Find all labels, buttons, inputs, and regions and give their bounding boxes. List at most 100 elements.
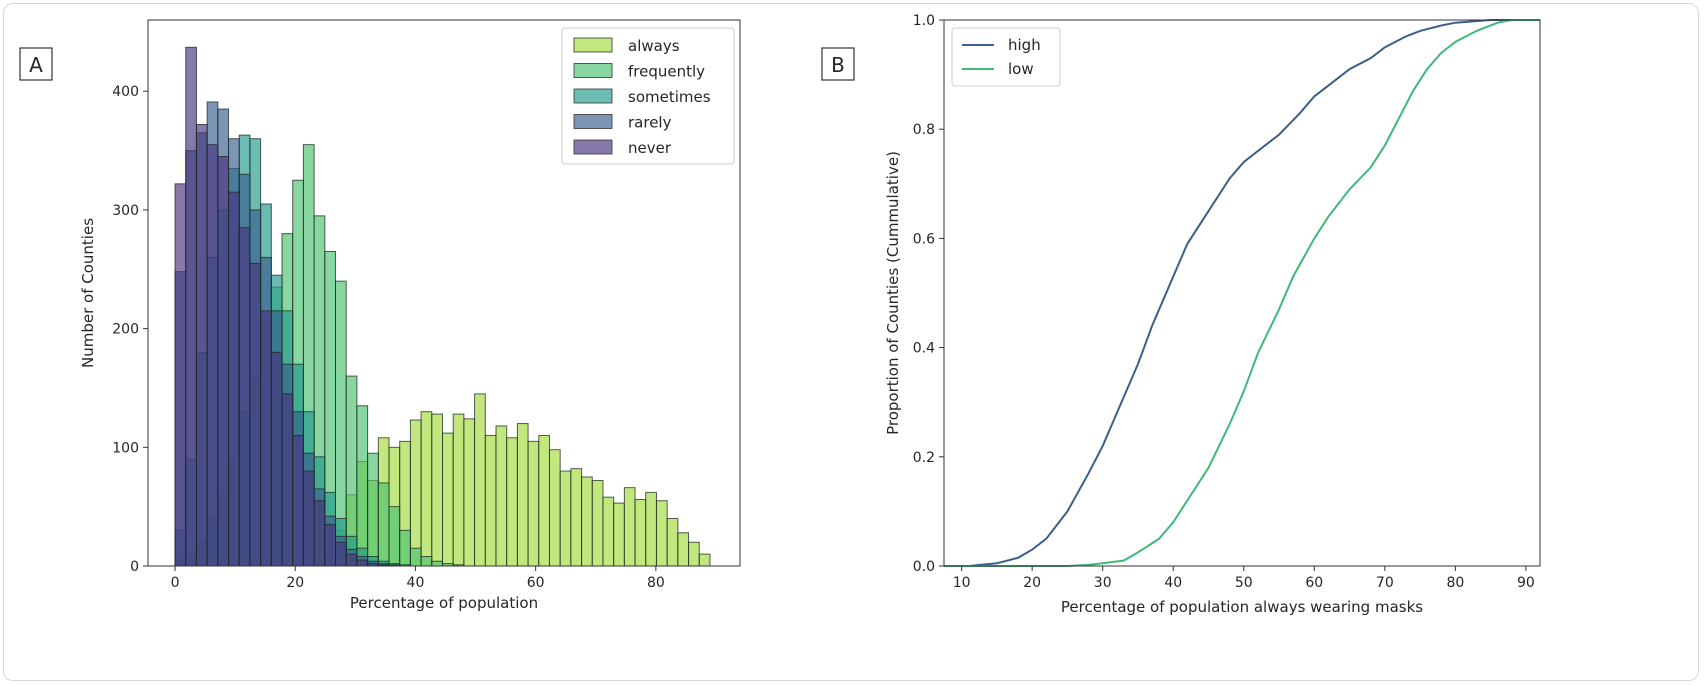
x-tick-label: 20 (286, 575, 304, 591)
y-tick-label: 200 (112, 322, 139, 338)
bar-always (591, 480, 604, 567)
bar-never (260, 310, 272, 567)
y-axis-label-b: Proportion of Counties (Cummulative) (884, 151, 902, 435)
ecdf-lines (944, 19, 1540, 567)
bar-always (655, 500, 668, 567)
legend-label-never: never (628, 139, 672, 157)
bar-never (249, 262, 262, 567)
bar-always (527, 440, 540, 567)
legend-label-sometimes: sometimes (628, 88, 711, 106)
bar-frequently (388, 506, 401, 567)
bar-never (302, 470, 315, 567)
bar-always (548, 449, 561, 567)
bar-never (356, 559, 369, 567)
legend-swatch-rarely (573, 114, 613, 129)
bar-always (431, 413, 443, 567)
y-tick-label: 0.4 (913, 341, 935, 357)
bar-never (345, 553, 358, 567)
bar-always (484, 434, 497, 567)
legend-swatch-frequently (573, 63, 613, 78)
x-tick-label: 70 (1376, 575, 1394, 591)
bar-always (688, 541, 700, 567)
bar-frequently (431, 560, 443, 567)
bar-always (698, 553, 711, 567)
bar-always (666, 518, 679, 567)
legend-swatch-never (573, 139, 613, 155)
bar-always (516, 423, 529, 567)
x-tick-label: 40 (407, 575, 425, 591)
y-axis-label-a: Number of Counties (79, 218, 97, 368)
y-tick-label: 300 (112, 203, 139, 219)
bar-always (570, 468, 583, 567)
axes-frame (147, 19, 741, 567)
axes-a: 0 20 40 60 80 0 100 200 300 400 (112, 19, 741, 591)
legend-swatch-sometimes (573, 88, 613, 104)
legend-label-low: low (1008, 60, 1034, 78)
bar-never (313, 500, 326, 567)
legend-label-always: always (628, 37, 680, 55)
y-tick-label: 0.2 (913, 450, 935, 466)
bar-frequently (409, 547, 422, 567)
y-tick-label: 0.6 (913, 231, 935, 247)
bar-frequently (356, 405, 369, 567)
bar-never (324, 523, 337, 567)
legend-a: always frequently sometimes rarely never (561, 27, 735, 165)
ecdf-line-low (944, 19, 1540, 567)
panel-label-box-b (821, 47, 855, 81)
bar-never (217, 156, 230, 567)
bar-always (602, 496, 615, 567)
bar-always (463, 418, 476, 567)
x-tick-label: 20 (1023, 575, 1041, 591)
bar-always (409, 419, 422, 567)
y-tick-label: 0.8 (913, 122, 935, 138)
x-tick-label: 0 (171, 575, 180, 591)
bar-always (452, 413, 465, 567)
bar-always (677, 532, 690, 567)
bar-always (474, 393, 486, 567)
bar-never (238, 227, 251, 567)
bar-always (441, 432, 454, 567)
bar-never (292, 434, 304, 567)
bar-frequently (367, 452, 379, 567)
y-tick-label: 100 (112, 440, 139, 456)
axes-frame (943, 19, 1541, 567)
x-tick-label: 60 (1305, 575, 1323, 591)
bar-always (623, 487, 636, 567)
y-tick-label: 0 (130, 559, 139, 575)
bar-always (645, 491, 657, 567)
panel-label-box-a (19, 47, 53, 81)
bar-frequently (420, 556, 433, 567)
legend-label-high: high (1008, 36, 1041, 54)
bar-never (174, 183, 187, 567)
panel-label-a: A (29, 53, 43, 77)
ecdf-line-high (944, 19, 1540, 567)
histogram-bars (174, 46, 711, 567)
legend-label-rarely: rarely (628, 114, 672, 132)
figure-frame (3, 3, 1699, 681)
bar-always (506, 437, 518, 567)
legend-box (561, 27, 735, 165)
x-tick-label: 90 (1517, 575, 1535, 591)
x-axis-label-b: Percentage of population always wearing … (1061, 598, 1423, 616)
bar-always (495, 425, 508, 567)
legend-b: high low (951, 27, 1061, 87)
panel-a: A 0 20 40 60 80 0 100 200 300 400 Percentage of p… (19, 19, 741, 612)
panel-b: B 10 20 30 40 50 60 70 80 90 0.0 0.2 0.4 0.6 0.8 1.0 P… (821, 13, 1541, 616)
bar-never (185, 46, 197, 567)
bar-never (270, 351, 283, 567)
bar-always (581, 476, 593, 567)
legend-label-frequently: frequently (628, 63, 705, 81)
bar-always (559, 470, 572, 567)
bar-never (335, 541, 347, 567)
y-tick-label: 1.0 (913, 13, 935, 29)
bar-never (195, 123, 208, 567)
legend-box (951, 27, 1061, 87)
x-axis-label-a: Percentage of population (350, 594, 538, 612)
axes-b: 10 20 30 40 50 60 70 80 90 0.0 0.2 0.4 0.6 0.8 1.0 (913, 13, 1541, 591)
x-tick-label: 10 (953, 575, 971, 591)
bar-frequently (399, 529, 411, 567)
bar-never (228, 191, 240, 567)
bar-always (613, 502, 625, 567)
bar-never (206, 144, 219, 567)
